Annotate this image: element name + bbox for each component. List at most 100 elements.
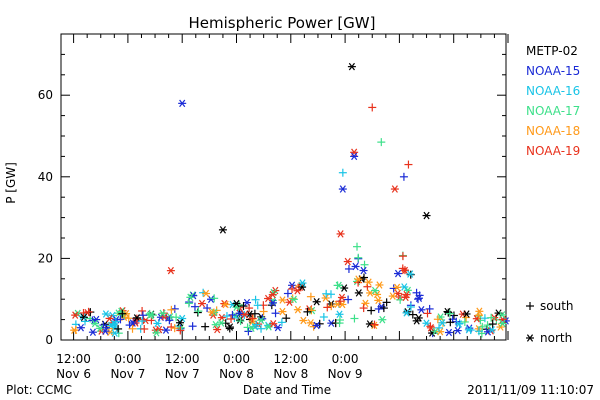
data-point: [198, 299, 207, 308]
data-point: [307, 306, 316, 315]
data-point: [257, 324, 266, 333]
data-point: [327, 302, 336, 311]
x-tick-time: 12:00: [165, 352, 200, 366]
legend-item: METP-02: [526, 44, 578, 58]
data-point: [269, 299, 278, 307]
data-point: [350, 314, 359, 323]
data-point: [240, 310, 249, 319]
data-point: [194, 307, 203, 316]
data-point: [96, 324, 105, 333]
plot-credit: Plot: CCMC: [6, 383, 72, 397]
data-point: [264, 294, 273, 303]
chart-title: Hemispheric Power [GW]: [189, 14, 376, 32]
data-point: [393, 283, 402, 292]
data-point: [188, 322, 197, 331]
data-point: [406, 302, 415, 311]
data-point: [335, 310, 344, 319]
legend-item: NOAA-15: [526, 64, 580, 78]
data-point: [400, 266, 409, 275]
data-point: [402, 309, 411, 317]
data-point: [242, 298, 251, 307]
data-point: [79, 313, 88, 322]
data-point: [128, 324, 137, 333]
data-point: [367, 306, 376, 315]
data-point: [449, 311, 458, 320]
legend: METP-02 NOAA-15 NOAA-16 NOAA-17 NOAA-18 NOAA-…: [526, 44, 580, 158]
data-point: [403, 286, 412, 295]
data-point: [351, 262, 360, 271]
x-tick-time: 0:00: [114, 352, 141, 366]
data-point: [374, 304, 383, 313]
data-point: [92, 315, 101, 324]
data-point: [293, 286, 302, 295]
data-point: [498, 311, 507, 319]
x-tick-time: 0:00: [332, 352, 359, 366]
data-point: [378, 315, 387, 324]
y-axis-label: P [GW]: [4, 162, 18, 204]
data-point: [354, 253, 363, 262]
data-point: [293, 305, 302, 314]
data-point: [344, 264, 353, 273]
data-point: [365, 320, 374, 328]
legend-item: NOAA-19: [526, 144, 580, 158]
data-point: [412, 288, 421, 297]
data-point-peak: [390, 185, 399, 193]
data-point: [268, 290, 277, 299]
data-point: [359, 266, 368, 275]
y-tick-label: 0: [45, 333, 53, 347]
data-point: [239, 302, 248, 311]
data-point: [165, 316, 174, 325]
data-point: [176, 326, 185, 335]
data-point: [433, 315, 442, 324]
x-axis-label: Date and Time: [243, 383, 331, 397]
data-point: [243, 323, 252, 332]
data-point: [312, 321, 321, 330]
data-point: [253, 301, 262, 310]
data-point: [167, 322, 176, 331]
data-point: [498, 319, 507, 328]
x-tick-time: 12:00: [274, 352, 309, 366]
data-point-peak: [399, 172, 408, 181]
legend-item: NOAA-16: [526, 84, 580, 98]
data-point: [269, 319, 278, 328]
data-point: [422, 319, 431, 328]
data-point: [278, 307, 287, 316]
data-point: [354, 275, 363, 283]
data-point: [178, 314, 187, 323]
data-point-peak: [350, 152, 359, 161]
data-point: [167, 305, 176, 314]
data-point: [289, 295, 298, 304]
data-point: [248, 314, 257, 323]
data-point: [406, 270, 415, 278]
legend-item: NOAA-18: [526, 124, 580, 138]
data-point: [251, 295, 260, 304]
data-point: [370, 320, 379, 329]
data-point: [474, 327, 483, 336]
data-point: [354, 289, 363, 297]
data-point: [321, 294, 330, 302]
data-point: [217, 319, 226, 327]
x-tick-date: Nov 9: [328, 367, 363, 381]
data-point-peak: [178, 99, 187, 108]
data-point: [298, 279, 307, 287]
data-point: [462, 310, 471, 318]
data-point: [444, 308, 453, 317]
data-point-peak: [218, 226, 227, 234]
data-point: [398, 252, 407, 261]
plot-frame: [60, 33, 507, 341]
data-point: [228, 310, 237, 319]
data-point: [426, 322, 435, 331]
data-point: [444, 328, 453, 337]
data-point: [414, 295, 423, 304]
data-point: [400, 283, 409, 291]
marker-legend-label: south: [540, 299, 574, 313]
data-point: [271, 309, 280, 318]
data-point: [84, 307, 93, 316]
data-point: [343, 257, 352, 266]
data-point: [401, 293, 410, 302]
data-point-peak: [166, 266, 175, 275]
data-point: [90, 319, 99, 328]
data-point: [124, 314, 133, 323]
data-point: [288, 285, 297, 294]
data-point: [361, 299, 370, 308]
